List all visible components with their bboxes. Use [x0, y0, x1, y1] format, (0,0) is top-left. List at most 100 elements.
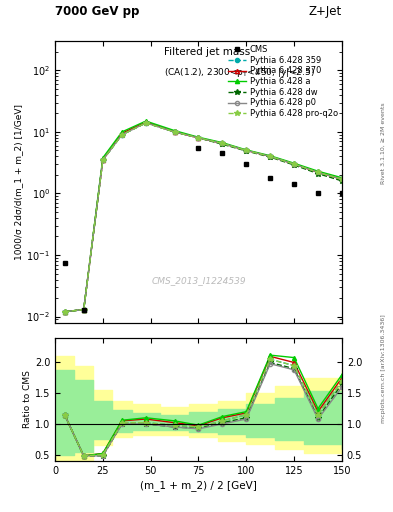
- Pythia 6.428 p0: [119, 132, 124, 138]
- Pythia 6.428 a: [119, 129, 124, 135]
- Pythia 6.428 dw: [268, 154, 273, 160]
- Pythia 6.428 p0: [143, 120, 148, 126]
- Pythia 6.428 a: [220, 140, 225, 146]
- Pythia 6.428 359: [81, 307, 86, 313]
- CMS: [62, 260, 67, 266]
- Legend: CMS, Pythia 6.428 359, Pythia 6.428 370, Pythia 6.428 a, Pythia 6.428 dw, Pythia: CMS, Pythia 6.428 359, Pythia 6.428 370,…: [226, 44, 340, 120]
- Pythia 6.428 p0: [268, 153, 273, 159]
- Text: Rivet 3.1.10, ≥ 2M events: Rivet 3.1.10, ≥ 2M events: [381, 102, 386, 184]
- CMS: [220, 150, 225, 156]
- Pythia 6.428 370: [119, 130, 124, 136]
- Text: Filtered jet mass: Filtered jet mass: [164, 47, 250, 57]
- CMS: [316, 190, 320, 197]
- Pythia 6.428 pro-q2o: [268, 153, 273, 159]
- Pythia 6.428 dw: [196, 135, 201, 141]
- Pythia 6.428 p0: [81, 307, 86, 313]
- Pythia 6.428 359: [172, 129, 177, 135]
- Pythia 6.428 dw: [220, 141, 225, 147]
- Pythia 6.428 pro-q2o: [244, 147, 249, 154]
- Text: 7000 GeV pp: 7000 GeV pp: [55, 5, 140, 18]
- Pythia 6.428 p0: [172, 129, 177, 135]
- Pythia 6.428 a: [101, 155, 105, 161]
- Pythia 6.428 p0: [101, 157, 105, 163]
- Pythia 6.428 359: [292, 161, 296, 167]
- Pythia 6.428 dw: [292, 162, 296, 168]
- Pythia 6.428 a: [172, 127, 177, 134]
- Pythia 6.428 370: [143, 119, 148, 125]
- Pythia 6.428 dw: [119, 132, 124, 138]
- Line: Pythia 6.428 p0: Pythia 6.428 p0: [62, 121, 344, 314]
- Line: Pythia 6.428 359: Pythia 6.428 359: [62, 121, 344, 314]
- CMS: [81, 307, 86, 313]
- Pythia 6.428 a: [292, 160, 296, 166]
- Pythia 6.428 359: [340, 176, 344, 182]
- Pythia 6.428 p0: [316, 169, 320, 176]
- Pythia 6.428 359: [101, 157, 105, 163]
- CMS: [268, 175, 273, 181]
- Pythia 6.428 pro-q2o: [172, 129, 177, 135]
- Pythia 6.428 pro-q2o: [101, 157, 105, 163]
- Pythia 6.428 dw: [172, 129, 177, 135]
- Pythia 6.428 a: [268, 153, 273, 159]
- Line: Pythia 6.428 dw: Pythia 6.428 dw: [62, 120, 345, 314]
- Text: (CA(1.2), 2300<p$_\mathregular{T}$<450, |y|<2.5): (CA(1.2), 2300<p$_\mathregular{T}$<450, …: [164, 66, 315, 79]
- Pythia 6.428 359: [316, 169, 320, 176]
- Pythia 6.428 dw: [62, 309, 67, 315]
- Pythia 6.428 a: [143, 118, 148, 124]
- Pythia 6.428 a: [316, 168, 320, 174]
- Pythia 6.428 a: [81, 307, 86, 313]
- Pythia 6.428 359: [196, 135, 201, 141]
- Pythia 6.428 370: [244, 147, 249, 154]
- CMS: [196, 145, 201, 151]
- Pythia 6.428 370: [268, 153, 273, 159]
- Pythia 6.428 a: [62, 309, 67, 315]
- Pythia 6.428 dw: [316, 170, 320, 177]
- Pythia 6.428 pro-q2o: [340, 176, 344, 182]
- Y-axis label: 1000/σ 2dσ/d(m_1 + m_2) [1/GeV]: 1000/σ 2dσ/d(m_1 + m_2) [1/GeV]: [15, 104, 24, 260]
- Pythia 6.428 370: [196, 135, 201, 141]
- Pythia 6.428 p0: [196, 135, 201, 141]
- Pythia 6.428 370: [316, 169, 320, 176]
- Text: mcplots.cern.ch [arXiv:1306.3436]: mcplots.cern.ch [arXiv:1306.3436]: [381, 314, 386, 423]
- Pythia 6.428 pro-q2o: [292, 161, 296, 167]
- Line: Pythia 6.428 370: Pythia 6.428 370: [62, 120, 344, 314]
- Pythia 6.428 p0: [62, 309, 67, 315]
- Pythia 6.428 dw: [81, 307, 86, 313]
- Pythia 6.428 p0: [340, 176, 344, 182]
- Pythia 6.428 p0: [244, 147, 249, 154]
- Pythia 6.428 pro-q2o: [196, 135, 201, 141]
- Pythia 6.428 pro-q2o: [62, 309, 67, 315]
- Pythia 6.428 pro-q2o: [316, 169, 320, 176]
- Pythia 6.428 a: [340, 175, 344, 181]
- Y-axis label: Ratio to CMS: Ratio to CMS: [23, 370, 32, 429]
- Pythia 6.428 359: [62, 309, 67, 315]
- Pythia 6.428 370: [81, 307, 86, 313]
- Line: Pythia 6.428 pro-q2o: Pythia 6.428 pro-q2o: [62, 120, 345, 314]
- Line: Pythia 6.428 a: Pythia 6.428 a: [62, 119, 344, 314]
- Pythia 6.428 pro-q2o: [143, 120, 148, 126]
- Pythia 6.428 370: [292, 161, 296, 167]
- Pythia 6.428 359: [268, 153, 273, 159]
- X-axis label: (m_1 + m_2) / 2 [GeV]: (m_1 + m_2) / 2 [GeV]: [140, 480, 257, 490]
- Pythia 6.428 370: [101, 157, 105, 163]
- Pythia 6.428 370: [220, 140, 225, 146]
- Pythia 6.428 dw: [340, 178, 344, 184]
- Pythia 6.428 p0: [292, 161, 296, 167]
- Pythia 6.428 dw: [244, 148, 249, 154]
- Pythia 6.428 pro-q2o: [220, 140, 225, 146]
- Pythia 6.428 p0: [220, 140, 225, 146]
- Pythia 6.428 370: [62, 309, 67, 315]
- Pythia 6.428 dw: [143, 120, 148, 126]
- CMS: [340, 190, 344, 197]
- Pythia 6.428 359: [244, 147, 249, 154]
- CMS: [244, 161, 249, 167]
- Pythia 6.428 pro-q2o: [81, 307, 86, 313]
- Text: CMS_2013_I1224539: CMS_2013_I1224539: [151, 276, 246, 285]
- Line: CMS: CMS: [62, 145, 344, 312]
- Pythia 6.428 a: [196, 134, 201, 140]
- Pythia 6.428 pro-q2o: [119, 132, 124, 138]
- Pythia 6.428 359: [119, 132, 124, 138]
- CMS: [292, 181, 296, 187]
- Text: Z+Jet: Z+Jet: [309, 5, 342, 18]
- Pythia 6.428 a: [244, 147, 249, 153]
